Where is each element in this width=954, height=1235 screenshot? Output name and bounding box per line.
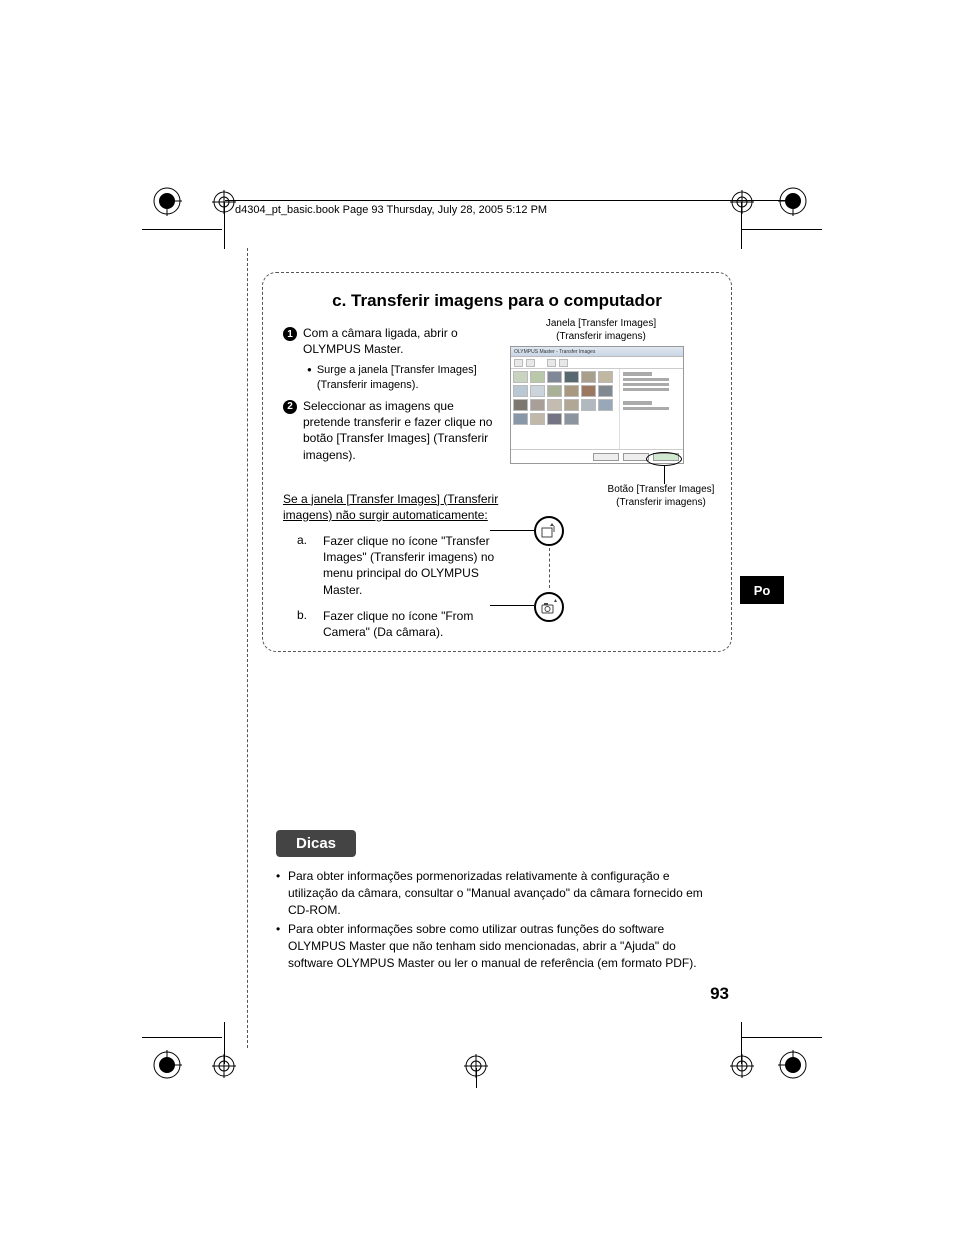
screenshot-thumb xyxy=(513,371,528,383)
screenshot-thumb xyxy=(598,371,613,383)
screenshot-thumb xyxy=(598,385,613,397)
toolbar-icon xyxy=(514,359,523,367)
step-b-text: Fazer clique no ícone "From Camera" (Da … xyxy=(323,608,503,640)
crop-line xyxy=(142,1037,222,1038)
side-line xyxy=(623,383,669,386)
screenshot-thumb xyxy=(581,371,596,383)
reg-target-br xyxy=(730,1054,754,1078)
reg-target-tr-big xyxy=(778,186,808,216)
page-number: 93 xyxy=(710,984,729,1004)
language-tab: Po xyxy=(740,576,784,604)
header-bookinfo: d4304_pt_basic.book Page 93 Thursday, Ju… xyxy=(235,204,547,216)
label-window: Janela [Transfer Images] (Transferir ima… xyxy=(536,318,666,343)
reg-target-tl-big xyxy=(152,186,182,216)
screenshot-thumb xyxy=(564,385,579,397)
label-button-sub: (Transferir imagens) xyxy=(596,497,726,510)
side-heading xyxy=(623,401,652,405)
side-heading xyxy=(623,372,652,376)
guide-dash-left xyxy=(247,248,248,1048)
step-b-letter: b. xyxy=(297,608,323,640)
screenshot-thumbs xyxy=(511,369,619,449)
screenshot-titlebar: OLYMPUS Master - Transfer Images xyxy=(511,347,683,357)
label-window-sub: (Transferir imagens) xyxy=(536,331,666,344)
screenshot-thumb xyxy=(581,399,596,411)
screenshot-thumb xyxy=(581,385,596,397)
crop-line xyxy=(224,1022,225,1064)
step-2-text: Seleccionar as imagens que pretende tran… xyxy=(303,398,498,463)
tip-item: Para obter informações sobre como utiliz… xyxy=(276,921,716,971)
crop-line xyxy=(142,229,222,230)
side-line xyxy=(623,388,669,391)
icon-transfer-images xyxy=(534,516,564,546)
screenshot-thumb xyxy=(513,413,528,425)
tips-pill-label: Dicas xyxy=(296,835,336,852)
screenshot-thumb xyxy=(547,413,562,425)
screenshot-body xyxy=(511,369,683,449)
toolbar-icon xyxy=(547,359,556,367)
callout-line xyxy=(664,466,665,484)
step-1-sub-text: Surge a janela [Transfer Images] (Transf… xyxy=(317,363,497,392)
side-line xyxy=(623,407,669,410)
side-line xyxy=(623,378,669,381)
screenshot-thumb xyxy=(530,413,545,425)
step-b: b. Fazer clique no ícone "From Camera" (… xyxy=(263,608,731,640)
toolbar-icon xyxy=(559,359,568,367)
header-rule xyxy=(225,200,794,201)
crop-line xyxy=(741,202,742,249)
step-num-2: 2 xyxy=(283,400,297,414)
language-tab-label: Po xyxy=(754,583,771,598)
label-button-title: Botão [Transfer Images] xyxy=(596,484,726,497)
screenshot-thumb xyxy=(598,399,613,411)
section-heading: c. Transferir imagens para o computador xyxy=(263,291,731,311)
screenshot-thumb xyxy=(547,385,562,397)
note-auto: Se a janela [Transfer Images] (Transferi… xyxy=(283,491,503,523)
reg-target-bl-big xyxy=(152,1050,182,1080)
crop-line xyxy=(741,1022,742,1064)
screenshot-thumb xyxy=(530,399,545,411)
toolbar-icon xyxy=(526,359,535,367)
tips-pill: Dicas xyxy=(276,830,356,857)
screenshot-toolbar xyxy=(511,357,683,369)
callout-ellipse-button xyxy=(646,452,682,466)
crop-line xyxy=(224,202,225,249)
label-window-title: Janela [Transfer Images] xyxy=(536,318,666,331)
screenshot-sidepanel xyxy=(619,369,683,449)
screenshot-thumb xyxy=(530,385,545,397)
label-button: Botão [Transfer Images] (Transferir imag… xyxy=(596,484,726,509)
connector-b xyxy=(490,605,534,606)
step-a: a. Fazer clique no ícone "Transfer Image… xyxy=(263,533,731,598)
connector-a xyxy=(490,530,534,531)
crop-line xyxy=(742,1037,822,1038)
step-num-1: 1 xyxy=(283,327,297,341)
screenshot-thumb xyxy=(547,371,562,383)
screenshot-thumb xyxy=(564,399,579,411)
screenshot-btn xyxy=(593,453,619,461)
tip-item: Para obter informações pormenorizadas re… xyxy=(276,868,716,918)
connector-dash xyxy=(549,548,550,588)
step-a-text: Fazer clique no ícone "Transfer Images" … xyxy=(323,533,503,598)
screenshot-thumb xyxy=(530,371,545,383)
screenshot-thumb xyxy=(564,413,579,425)
reg-target-br-big xyxy=(778,1050,808,1080)
crop-line xyxy=(476,1068,477,1088)
screenshot-thumb xyxy=(547,399,562,411)
screenshot-thumb xyxy=(513,385,528,397)
icon-from-camera xyxy=(534,592,564,622)
screenshot-transfer-window: OLYMPUS Master - Transfer Images xyxy=(510,346,684,464)
step-1-text: Com a câmara ligada, abrir o OLYMPUS Mas… xyxy=(303,325,498,357)
screenshot-thumb xyxy=(513,399,528,411)
reg-target-tr xyxy=(730,190,754,214)
step-a-letter: a. xyxy=(297,533,323,598)
crop-line xyxy=(742,229,822,230)
screenshot-thumb xyxy=(564,371,579,383)
tips-list: Para obter informações pormenorizadas re… xyxy=(276,868,716,975)
